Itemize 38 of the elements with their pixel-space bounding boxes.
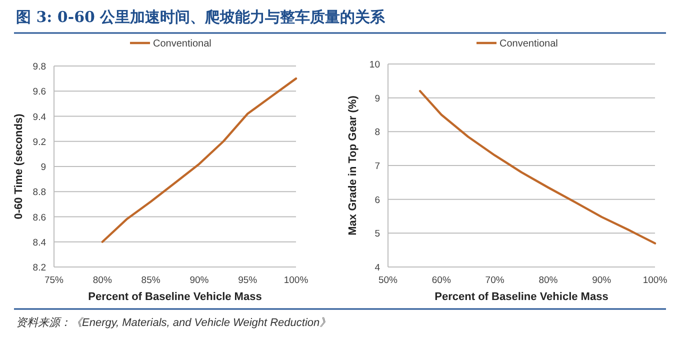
y-axis-title: 0-60 Time (seconds)	[13, 113, 25, 220]
x-axis-title: Percent of Baseline Vehicle Mass	[434, 291, 608, 303]
legend-label: Conventional	[153, 38, 212, 50]
y-tick-label: 4	[374, 262, 380, 274]
x-tick-label: 100%	[642, 275, 668, 286]
x-tick-label: 80%	[92, 275, 112, 286]
y-tick-label: 9.4	[32, 112, 46, 123]
y-tick-label: 9	[40, 162, 46, 173]
legend-label: Conventional	[500, 38, 558, 50]
y-tick-label: 9.8	[32, 62, 46, 72]
x-axis-title: Percent of Baseline Vehicle Mass	[88, 291, 262, 303]
x-tick-label: 80%	[538, 275, 558, 286]
x-tick-label: 75%	[44, 275, 64, 286]
x-tick-label: 50%	[378, 275, 398, 286]
y-tick-label: 8.2	[32, 262, 46, 274]
y-tick-label: 8.8	[32, 187, 46, 198]
y-tick-label: 10	[369, 60, 380, 70]
x-tick-label: 100%	[284, 275, 309, 286]
x-tick-label: 85%	[141, 275, 161, 286]
y-tick-label: 5	[374, 228, 380, 240]
y-tick-label: 8.6	[32, 212, 46, 224]
line-series	[101, 77, 298, 243]
y-tick-label: 9.6	[32, 86, 46, 98]
chart-title: 图 3: 0-60 公里加速时间、爬坡能力与整车质量的关系	[16, 8, 386, 26]
y-tick-label: 9	[374, 93, 380, 104]
x-tick-label: 90%	[190, 275, 210, 286]
y-tick-label: 7	[374, 161, 380, 172]
y-tick-label: 6	[374, 194, 380, 206]
y-axis-title: Max Grade in Top Gear (%)	[347, 95, 359, 236]
y-tick-label: 8	[374, 127, 380, 138]
x-tick-label: 95%	[238, 275, 258, 286]
x-tick-label: 90%	[592, 275, 612, 286]
text: 资料来源：《Energy, Materials, and Vehicle Weight Reduction》	[16, 316, 331, 329]
x-tick-label: 60%	[432, 275, 452, 286]
line-series	[418, 90, 656, 244]
y-tick-label: 8.4	[32, 237, 46, 248]
y-tick-label: 9.2	[32, 136, 46, 148]
x-tick-label: 70%	[485, 275, 505, 286]
